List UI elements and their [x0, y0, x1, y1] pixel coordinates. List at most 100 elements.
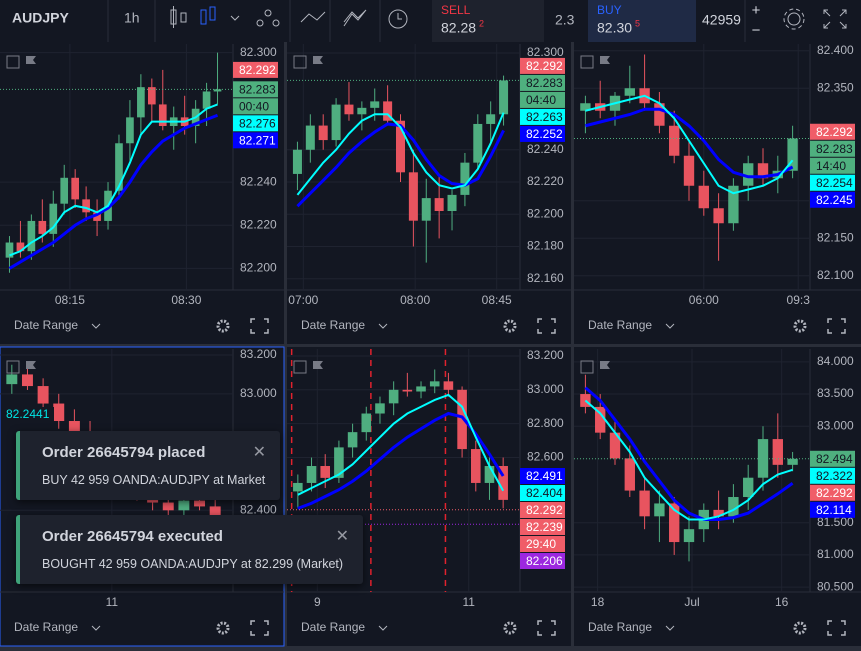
settings-icon[interactable] — [503, 621, 517, 635]
interval[interactable]: 1h — [124, 10, 140, 26]
plot — [292, 75, 509, 263]
candle-body — [609, 432, 621, 459]
date-range[interactable]: Date Range — [14, 620, 78, 634]
candle-body — [772, 439, 783, 465]
overlay-label: 82.2441 — [6, 407, 50, 421]
chevron — [91, 323, 101, 329]
candle-body — [53, 403, 65, 422]
x-tick-label: 08:00 — [400, 293, 430, 307]
notification-title: Order 26645794 placed — [42, 444, 206, 461]
moving-average — [297, 411, 505, 510]
legend-flag — [313, 361, 323, 369]
moving-average — [296, 122, 505, 208]
x-tick-label: 08:45 — [482, 293, 512, 307]
y-tick-label: 82.600 — [527, 450, 564, 464]
symbol[interactable]: AUDJPY — [12, 10, 69, 26]
price-label-bg — [520, 553, 565, 570]
candle-body — [68, 421, 80, 433]
price-label-bg — [810, 501, 855, 518]
candle-body — [728, 497, 739, 517]
y-tick-label: 84.000 — [817, 354, 854, 368]
date-range[interactable]: Date Range — [301, 620, 365, 634]
date-range[interactable]: Date Range — [14, 318, 78, 332]
candle-body — [624, 88, 635, 96]
buy-label: BUY — [597, 3, 622, 17]
x-tick-label: 08:30 — [171, 293, 201, 307]
y-tick-label: 83.500 — [817, 386, 854, 400]
settings-icon[interactable] — [793, 621, 807, 635]
price-label-bg — [233, 98, 278, 115]
sell-button[interactable] — [432, 0, 544, 42]
candle-body — [728, 185, 739, 224]
candle-body — [115, 143, 123, 191]
y-tick-label: 82.180 — [527, 239, 564, 253]
settings-icon[interactable] — [216, 621, 230, 635]
sell-price: 82.28 — [441, 20, 476, 36]
buy-button[interactable] — [588, 0, 696, 42]
y-tick-label: 81.000 — [817, 547, 854, 561]
buy-pip: 5 — [635, 18, 640, 28]
candle-body — [484, 466, 495, 483]
settings-icon[interactable] — [793, 319, 807, 333]
date-range[interactable]: Date Range — [588, 620, 652, 634]
price-label: 04:40 — [526, 93, 556, 107]
qty-plus[interactable]: + — [752, 2, 761, 19]
price-label: 82.404 — [526, 486, 563, 500]
candle-body — [16, 242, 25, 252]
candle-body — [499, 80, 509, 115]
candle-body — [5, 242, 14, 258]
price-label-bg — [233, 81, 278, 98]
y-tick-label: 83.000 — [527, 382, 564, 396]
fullscreen-icon[interactable] — [250, 318, 269, 334]
fullscreen-icon[interactable] — [250, 620, 269, 636]
candle-body — [37, 386, 49, 404]
candle-body — [370, 101, 380, 108]
fullscreen-icon[interactable] — [537, 620, 556, 636]
y-tick-label: 82.400 — [817, 43, 854, 57]
candle-body — [639, 490, 650, 517]
date-range[interactable]: Date Range — [588, 318, 652, 332]
candle-body — [137, 87, 145, 118]
price-label: 82.292 — [816, 125, 853, 139]
candle-body — [293, 482, 303, 492]
moving-average — [585, 107, 794, 179]
candle-body — [787, 138, 798, 171]
qty-minus[interactable]: − — [752, 22, 761, 39]
candle-body — [202, 91, 211, 109]
candle-body — [654, 103, 665, 126]
close[interactable]: ✕ — [252, 444, 266, 461]
candle-body — [429, 381, 440, 387]
close[interactable]: ✕ — [335, 528, 349, 545]
y-tick-label: 82.800 — [527, 416, 564, 430]
chart-type-icons[interactable] — [170, 6, 408, 29]
date-range[interactable]: Date Range — [301, 318, 365, 332]
price-label-bg — [810, 157, 855, 174]
candle-body — [292, 149, 302, 174]
fullscreen-icon[interactable] — [827, 318, 846, 334]
price-label-bg — [810, 191, 855, 208]
price-label: 82.292 — [816, 486, 853, 500]
sell-label: SELL — [441, 3, 471, 17]
price-label: 82.292 — [526, 503, 563, 517]
candle-body — [344, 104, 354, 115]
y-tick-label: 82.220 — [240, 217, 277, 231]
candle-body — [60, 177, 69, 204]
candle-body — [147, 87, 156, 105]
fullscreen-icon[interactable] — [827, 620, 846, 636]
price-label: 82.491 — [526, 469, 563, 483]
candle-body — [395, 120, 406, 173]
fullscreen-icon[interactable] — [537, 318, 556, 334]
candle-body — [82, 199, 90, 213]
quantity[interactable]: 42959 — [702, 12, 741, 28]
x-tick-label: 08:15 — [55, 293, 85, 307]
price-label: 82.283 — [816, 142, 853, 156]
candle-body — [402, 389, 413, 392]
candle-body — [457, 389, 467, 450]
settings-icon[interactable] — [216, 319, 230, 333]
top-right-icons[interactable] — [783, 8, 847, 30]
settings-icon[interactable] — [503, 319, 517, 333]
price-label: 82.292 — [239, 63, 276, 77]
price-label: 82.245 — [816, 193, 853, 207]
candle-body — [683, 529, 695, 543]
